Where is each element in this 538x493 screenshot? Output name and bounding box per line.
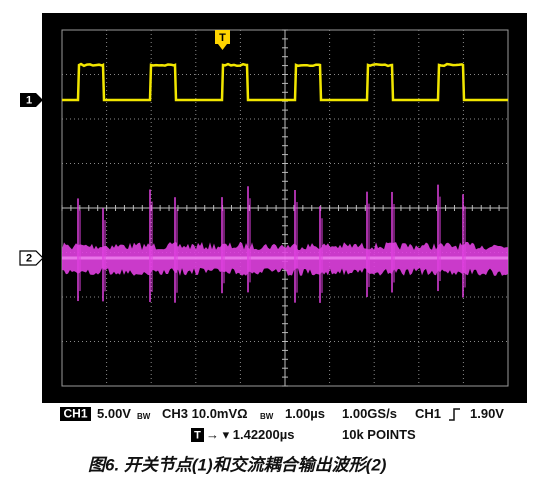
ch1-badge-label: CH1 xyxy=(63,407,87,421)
trigger-source: CH1 xyxy=(415,406,441,421)
ch2-marker xyxy=(19,250,44,266)
ch2-marker-label: 2 xyxy=(26,252,32,264)
trigger-position: → ▾ 1.42200µs xyxy=(206,427,294,442)
sample-rate: 1.00GS/s xyxy=(342,406,397,421)
ch1-marker xyxy=(20,93,43,107)
ch1-badge xyxy=(60,407,91,421)
ch3-bw: BW xyxy=(260,412,274,421)
caption: 图6. 开关节点(1)和交流耦合输出波形(2) xyxy=(88,455,387,474)
trigger-marker-label: T xyxy=(219,32,226,44)
trigger-marker xyxy=(215,30,230,44)
timebase: 1.00µs xyxy=(285,406,325,421)
t-badge-label: T xyxy=(194,429,201,441)
record-length: 10k POINTS xyxy=(342,427,416,442)
ch3-scale: CH3 10.0mVΩ xyxy=(162,406,248,421)
trigger-arrow xyxy=(218,44,227,50)
trigger-level: 1.90V xyxy=(470,406,504,421)
rising-edge-icon xyxy=(449,408,460,421)
ch1-trace xyxy=(62,62,508,102)
graticule xyxy=(61,29,509,387)
ch1-scale: 5.00V xyxy=(97,406,131,421)
waveforms xyxy=(62,62,508,303)
ch1-marker-label: 1 xyxy=(26,94,32,106)
ch1-bw: BW xyxy=(137,412,151,421)
t-badge xyxy=(191,428,204,442)
